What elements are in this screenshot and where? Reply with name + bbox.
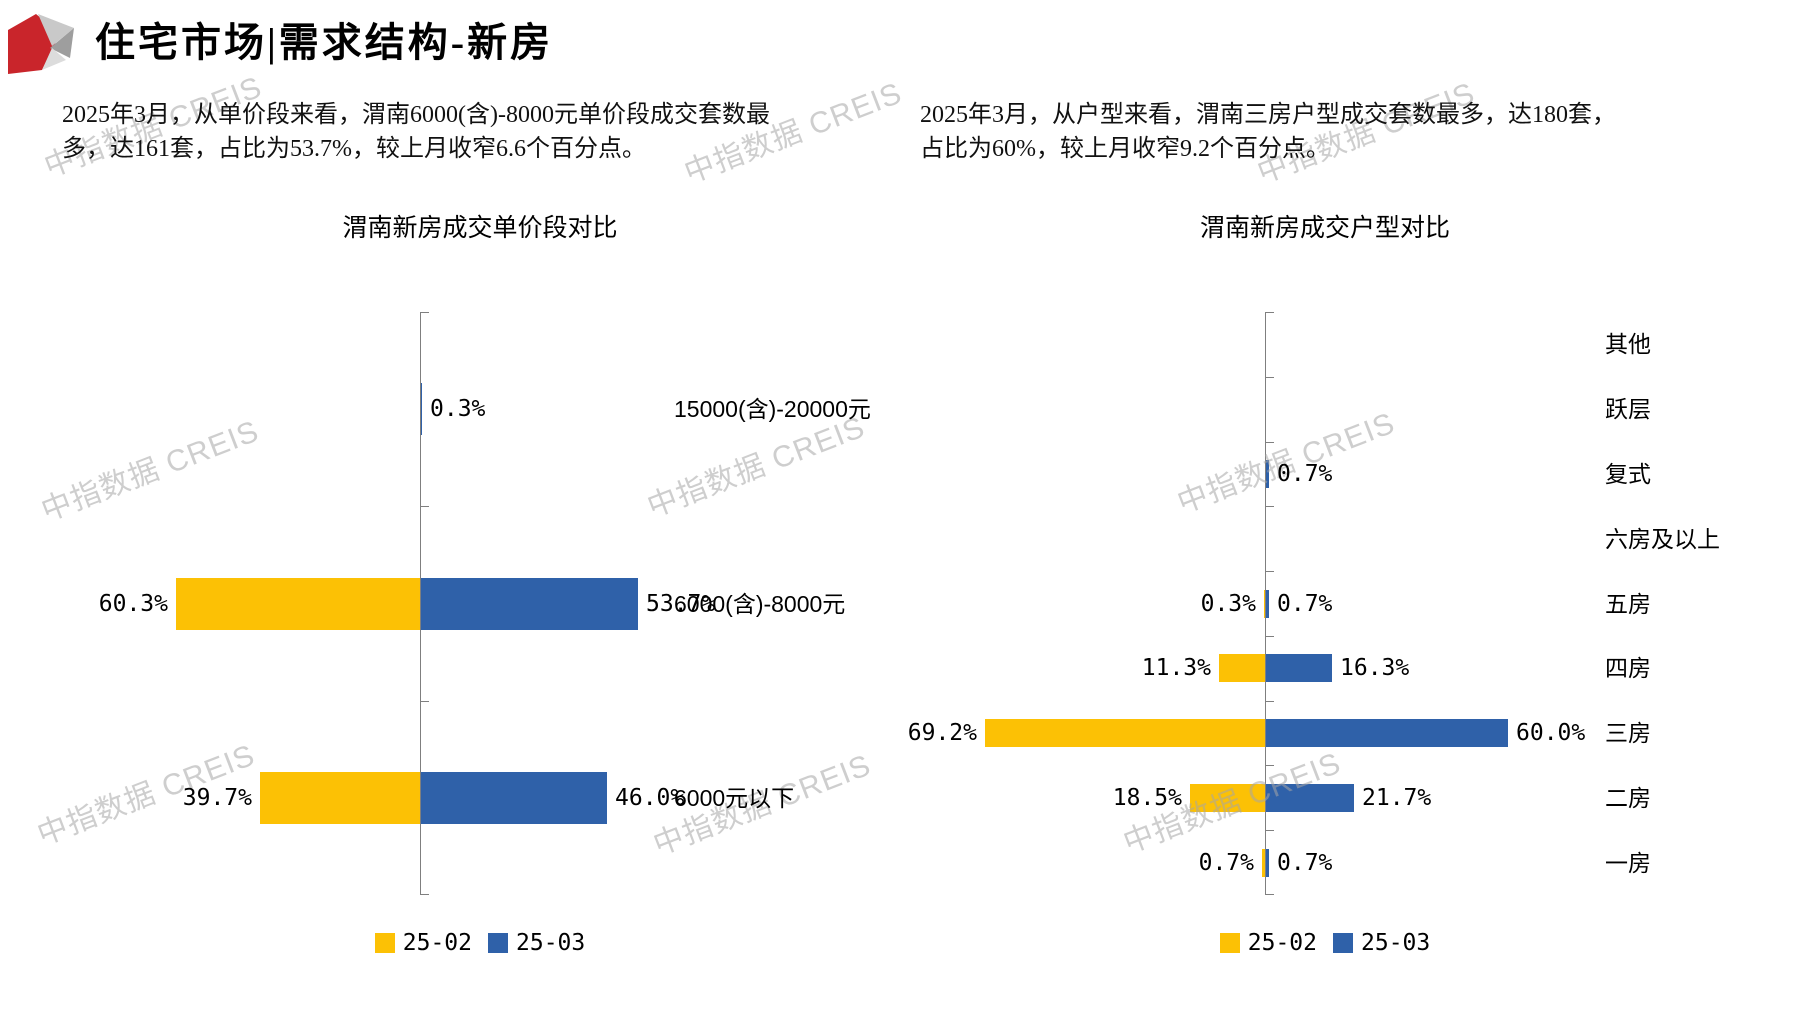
tick-mark: [1265, 377, 1274, 378]
left-chart-legend: 25-02 25-03: [60, 928, 900, 958]
value-label-25-03: 60.0%: [1516, 720, 1586, 747]
category-label: 跃层: [1605, 396, 1651, 423]
value-label-25-02: 39.7%: [182, 784, 252, 811]
tick-mark: [1265, 636, 1274, 637]
value-label-25-03: 0.7%: [1277, 460, 1333, 487]
legend-swatch-25-02: [1219, 933, 1240, 953]
right-chart-legend: 25-02 25-03: [905, 928, 1745, 958]
axis-line: [1265, 312, 1266, 895]
legend-label-25-03: 25-03: [1361, 930, 1431, 956]
legend-label-25-02: 25-02: [402, 930, 472, 956]
legend-swatch-25-03: [488, 933, 508, 953]
tick-mark: [420, 894, 429, 895]
value-label-25-02: 0.3%: [1200, 590, 1256, 617]
bar-25-03: [421, 383, 422, 436]
bar-25-02: [1219, 654, 1265, 683]
value-label-25-03: 16.3%: [1340, 655, 1410, 682]
legend-item-25-02: 25-02: [1219, 930, 1317, 956]
tick-mark: [420, 506, 429, 507]
tick-mark: [1265, 571, 1274, 572]
creis-logo-icon: [8, 14, 74, 74]
tick-mark: [1265, 506, 1274, 507]
unit-price-tornado-chart: 15000(含)-20000元 0.3% 6000(含)-8000元 60.3% 53.…: [0, 312, 900, 895]
category-label: 其他: [1605, 331, 1651, 358]
category-label: 一房: [1605, 849, 1651, 876]
tick-mark: [1265, 312, 1274, 313]
bar-25-03: [1266, 459, 1269, 488]
tick-mark: [420, 312, 429, 313]
axis-line: [420, 312, 421, 895]
bar-25-02: [1262, 848, 1265, 877]
category-label: 6000(含)-8000元: [674, 590, 846, 617]
category-label: 二房: [1605, 784, 1651, 811]
page-title: 住宅市场|需求结构-新房: [95, 20, 554, 65]
bar-25-03: [1266, 589, 1269, 618]
bar-25-02: [1264, 589, 1265, 618]
value-label-25-03: 46.0%: [615, 784, 685, 811]
tick-mark: [1265, 442, 1274, 443]
category-label: 复式: [1605, 460, 1651, 487]
bar-25-03: [1266, 719, 1508, 748]
value-label-25-02: 18.5%: [1112, 784, 1182, 811]
value-label-25-02: 69.2%: [907, 720, 977, 747]
bar-25-03: [421, 771, 607, 824]
category-label: 6000元以下: [674, 784, 795, 811]
right-chart-title: 渭南新房成交户型对比: [1199, 215, 1450, 242]
tick-mark: [1265, 830, 1274, 831]
legend-label-25-03: 25-03: [516, 930, 586, 956]
legend-item-25-03: 25-03: [1333, 930, 1430, 956]
category-label: 六房及以上: [1605, 525, 1720, 552]
category-label: 四房: [1605, 655, 1651, 682]
legend-swatch-25-02: [374, 933, 395, 953]
value-label-25-03: 0.7%: [1277, 590, 1333, 617]
bar-25-03: [1266, 654, 1332, 683]
bar-25-02: [260, 771, 420, 824]
tick-mark: [1265, 765, 1274, 766]
bar-25-02: [985, 719, 1265, 748]
bar-25-02: [176, 577, 420, 630]
value-label-25-03: 21.7%: [1362, 784, 1432, 811]
house-type-tornado-chart: 其他跃层复式 0.7% 六房及以上五房 0.3% 0.7% 四房 11.3% 16.3% 三房 6…: [900, 312, 1797, 895]
value-label-25-03: 53.7%: [646, 590, 716, 617]
legend-item-25-02: 25-02: [374, 930, 472, 956]
tick-mark: [1265, 701, 1274, 702]
category-label: 三房: [1605, 720, 1651, 747]
legend-label-25-02: 25-02: [1247, 930, 1317, 956]
left-summary-text: 2025年3月，从单价段来看，渭南6000(含)-8000元单价段成交套数最多，…: [62, 102, 770, 162]
legend-swatch-25-03: [1333, 933, 1353, 953]
legend-item-25-03: 25-03: [488, 930, 585, 956]
bar-25-02: [1190, 783, 1265, 812]
bar-25-03: [1266, 783, 1354, 812]
tick-mark: [420, 701, 429, 702]
bar-25-03: [421, 577, 638, 630]
value-label-25-03: 0.7%: [1277, 849, 1333, 876]
right-summary-text: 2025年3月，从户型来看，渭南三房户型成交套数最多，达180套，占比为60%，…: [920, 102, 1616, 162]
tick-mark: [1265, 894, 1274, 895]
bar-25-03: [1266, 848, 1269, 877]
value-label-25-02: 0.7%: [1198, 849, 1254, 876]
left-chart-title: 渭南新房成交单价段对比: [342, 215, 618, 242]
value-label-25-02: 11.3%: [1141, 655, 1211, 682]
value-label-25-03: 0.3%: [430, 396, 486, 423]
category-label: 15000(含)-20000元: [674, 396, 871, 423]
value-label-25-02: 60.3%: [98, 590, 168, 617]
category-label: 五房: [1605, 590, 1651, 617]
